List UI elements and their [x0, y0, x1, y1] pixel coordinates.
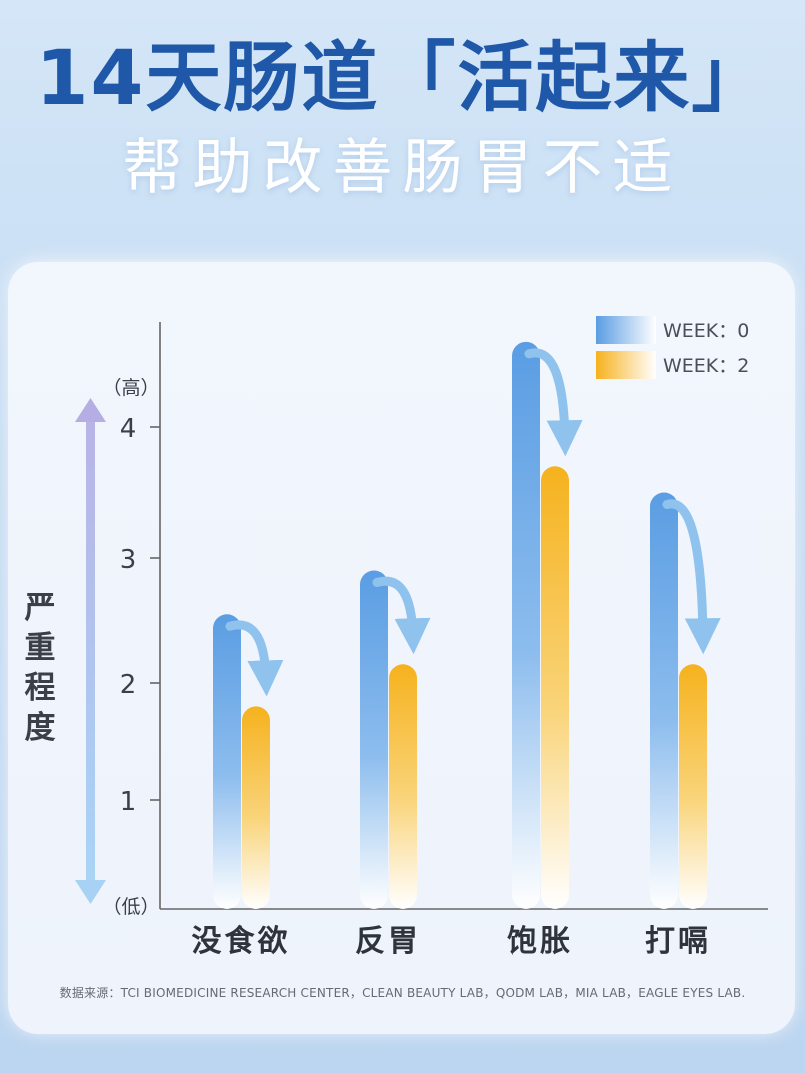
week2-bar	[389, 664, 417, 909]
y-axis-label-char: 重	[24, 630, 56, 666]
x-tick-label: 反胃	[355, 924, 421, 959]
x-tick-label: 没食欲	[192, 924, 291, 959]
y-low-label: （低）	[102, 896, 159, 918]
data-source-note: 数据来源：TCI BIOMEDICINE RESEARCH CENTER，CLE…	[59, 986, 746, 1000]
page-title: 14天肠道「活起来」	[35, 33, 770, 122]
week0-bar	[650, 492, 678, 909]
decrease-arrow	[372, 576, 431, 655]
decrease-arrow	[524, 348, 583, 457]
y-tick-label: 2	[120, 670, 137, 700]
x-tick-label: 打嗝	[645, 924, 711, 959]
y-axis-label-char: 严	[24, 590, 56, 626]
week0-bar	[360, 570, 388, 909]
week2-bar	[541, 466, 569, 909]
y-high-label: （高）	[102, 377, 159, 399]
y-tick-label: 1	[120, 787, 137, 817]
week2-bar	[679, 664, 707, 909]
week0-bar	[213, 614, 241, 909]
legend-label: WEEK：0	[663, 320, 749, 342]
y-tick-label: 3	[120, 545, 137, 575]
y-tick-label: 4	[120, 414, 137, 444]
decrease-arrow	[662, 499, 721, 655]
decrease-arrow	[225, 620, 284, 697]
week2-bar	[242, 706, 270, 909]
week0-bar	[512, 341, 540, 910]
y-axis-label-char: 程	[24, 670, 56, 706]
legend-swatch	[596, 351, 656, 379]
page-subtitle: 帮助改善肠胃不适	[122, 133, 683, 203]
severity-arrow	[75, 398, 106, 904]
x-tick-label: 饱胀	[507, 924, 573, 959]
legend-label: WEEK：2	[663, 355, 749, 377]
y-axis-label-char: 度	[24, 710, 56, 746]
y-axis-label: 严重程度	[22, 588, 58, 748]
legend-swatch	[596, 316, 656, 344]
